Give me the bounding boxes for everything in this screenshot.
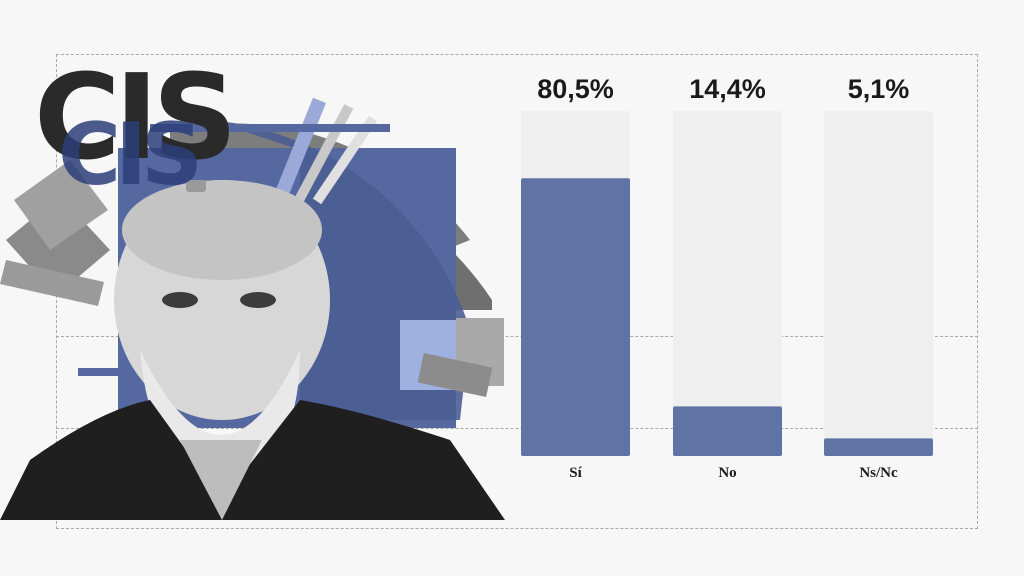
value-label: 14,4% (689, 74, 766, 104)
category-label: Sí (569, 465, 582, 481)
hero-collage: CIS CIS (0, 0, 510, 520)
gridline (56, 336, 978, 337)
gridline (56, 428, 978, 429)
bar-track (824, 111, 933, 456)
bar (673, 406, 782, 456)
cis-logo-overlay: CIS (58, 105, 203, 205)
value-label: 80,5% (537, 74, 614, 104)
decorative-graphic (0, 97, 505, 520)
category-label: No (718, 465, 736, 481)
bar (521, 178, 630, 456)
bar-track (673, 111, 782, 456)
value-label: 5,1% (848, 74, 910, 104)
category-label: Ns/Nc (859, 465, 898, 481)
bar (824, 438, 933, 456)
cis-logo: CIS (34, 48, 237, 186)
